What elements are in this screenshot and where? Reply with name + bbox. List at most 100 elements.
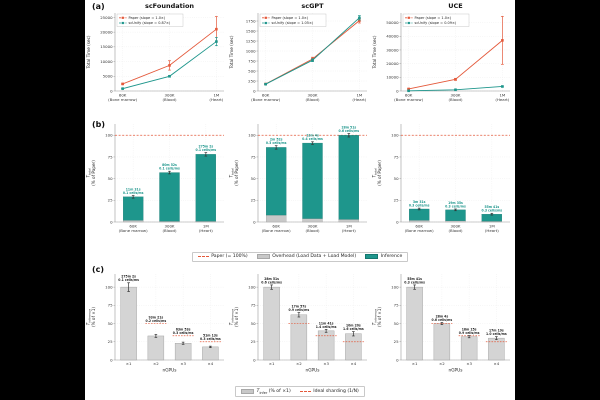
x-tick-label: (Heart) xyxy=(342,228,356,233)
bar-throughput-label: 0.1 cells/ms xyxy=(196,148,217,152)
y-tick-label: 1000 xyxy=(246,48,256,53)
x-tick-label: ×3 xyxy=(466,361,472,366)
x-tick-label: ×1 xyxy=(412,361,418,366)
y-tick-label: 50 xyxy=(251,321,256,326)
bar-value-label: 10m 20s xyxy=(346,323,361,327)
legend-label: Tinfer (% of ×1) xyxy=(256,388,291,395)
data-point xyxy=(407,89,410,93)
y-axis-label: Tinference xyxy=(229,309,235,326)
x-tick-label: (Heart) xyxy=(352,97,366,102)
bar-throughput-label: 0.4 cells/ms xyxy=(302,137,323,141)
x-tick-label: (Bone marrow) xyxy=(119,228,148,233)
x-tick-label: (Blood) xyxy=(305,97,319,102)
x-tick-label: 60K xyxy=(272,224,280,229)
y-tick-label: 50000 xyxy=(386,20,399,25)
y-tick-label: 75 xyxy=(251,303,256,308)
x-tick-label: 60K xyxy=(129,224,137,229)
panel-b-charts: 0 25 50 75 100 60K (Bone marrow) 300K (Blood) 1M(… xyxy=(85,118,515,250)
bar-throughput-label: 0.3 cells/ms xyxy=(266,141,287,145)
inference-time-bar xyxy=(460,336,478,361)
panel-c-charts: 0 25 50 75 100 ×1 ×2 ×3 ×4 nGPUs Tinference (% of ×… xyxy=(85,263,515,385)
y-tick-label: 0 xyxy=(253,357,256,362)
data-point xyxy=(454,88,457,92)
bar-throughput-label: 0.3 cells/ms xyxy=(173,331,194,335)
bar-value-label: 2m 52s xyxy=(270,138,283,142)
bar-throughput-label: 0.6 cells/ms xyxy=(261,280,282,284)
y-axis-label: Ttotal xyxy=(372,168,378,177)
bar-throughput-label: 0.9 cells/ms xyxy=(459,331,480,335)
x-tick-label: 300K xyxy=(451,93,461,98)
series-scUnify (slope = 0.09×) xyxy=(407,85,504,93)
inference-time-bar xyxy=(406,286,423,361)
x-tick-label: 60K xyxy=(405,93,413,98)
y-tick-label: 50 xyxy=(394,176,399,181)
x-tick-label: ×2 xyxy=(439,361,445,366)
data-point xyxy=(454,78,457,81)
data-point xyxy=(168,64,171,67)
inference-time-bar xyxy=(290,314,308,361)
y-tick-label: 50 xyxy=(108,176,113,181)
y-tick-label: 5000 xyxy=(103,74,113,79)
y-tick-label: 30000 xyxy=(386,47,399,52)
bar-value-label: 93m 21s xyxy=(148,315,163,319)
inference-time-bar xyxy=(488,337,505,361)
x-tick-label: 300K xyxy=(165,93,175,98)
figure-canvas: (a) 0 5000 10000 15000 20000 25000 scFoundatio… xyxy=(85,0,515,400)
y-tick-label: 25 xyxy=(108,339,113,344)
x-tick-label: ×4 xyxy=(351,361,357,366)
bar-throughput-label: 0.6 cells/ms xyxy=(432,318,453,322)
y-tick-label: 75 xyxy=(108,303,113,308)
y-axis-label: (% of Paper) xyxy=(234,160,239,186)
inference-bar-segment xyxy=(123,196,144,221)
panel-a: (a) 0 5000 10000 15000 20000 25000 scFoundatio… xyxy=(85,0,515,118)
bar-value-label: 18m 15s xyxy=(462,327,477,331)
series-scUnify (slope = 0.87×) xyxy=(121,37,218,90)
y-tick-label: 100 xyxy=(105,133,113,138)
bar-value-label: 19m 35s xyxy=(448,201,463,205)
data-point xyxy=(121,87,124,90)
inference-time-bar xyxy=(174,343,192,361)
overhead-bar-segment xyxy=(445,220,466,223)
panel-b-legend: Paper (= 100%) Overhead (Load Data + Load… xyxy=(85,250,515,263)
x-tick-label: 1M xyxy=(213,93,219,98)
bar-throughput-label: 0.3 cells/ms xyxy=(404,280,425,284)
y-tick-label: 100 xyxy=(105,285,113,290)
x-tick-label: 60K xyxy=(415,224,423,229)
x-tick-label: (Bone marrow) xyxy=(394,97,423,102)
bar-group: 275m 2s0.1 cells/ms xyxy=(118,275,139,361)
bar-throughput-label: 1.0 cells/ms xyxy=(486,332,507,336)
data-point xyxy=(168,74,171,78)
legend-entry-label: scUnify (slope = 0.09×) xyxy=(415,21,457,25)
bar-value-label: 55m 41s xyxy=(484,205,499,209)
chart-c-scGPT: 0 25 50 75 100 ×1 ×2 ×3 ×4 nGPUs Tinference (% of ×… xyxy=(229,274,367,374)
chart-title: UCE xyxy=(448,2,463,10)
y-tick-label: 75 xyxy=(251,154,256,159)
bar-throughput-label: 0.6 cells/ms xyxy=(339,129,360,133)
bar-throughput-label: 0.3 cells/ms xyxy=(200,337,221,341)
bar-throughput-label: 0.2 cells/ms xyxy=(146,319,167,323)
bar-value-label: 3m 31s xyxy=(413,200,426,204)
x-tick-label: (Heart) xyxy=(485,228,499,233)
x-tick-label: (Bone marrow) xyxy=(262,228,291,233)
y-tick-label: 0 xyxy=(253,88,256,93)
panel-c: (c) 0 25 50 75 100 ×1 ×2 ×3 ×4 nGPUs Tinference (% … xyxy=(85,263,515,398)
legend-item: Ideal sharding (1/N) xyxy=(299,389,359,394)
x-tick-label: 1M xyxy=(356,93,362,98)
panel-c-legend-box: Tinfer (% of ×1) Ideal sharding (1/N) xyxy=(235,386,365,397)
teal-swatch-icon xyxy=(365,254,379,259)
panel-b-legend-box: Paper (= 100%) Overhead (Load Data + Load… xyxy=(191,251,409,262)
y-tick-label: 20000 xyxy=(386,61,399,66)
panel-a-charts: 0 5000 10000 15000 20000 25000 scFoundation 60K… xyxy=(85,0,515,118)
inference-time-bar xyxy=(345,333,362,361)
bar-value-label: 17m 57s xyxy=(291,305,306,309)
y-axis-label: (% of ×1) xyxy=(377,307,382,327)
y-axis-label: Total Time (sec) xyxy=(229,35,234,69)
bar-group: 28m 4s0.6 cells/ms xyxy=(431,314,453,361)
y-tick-label: 100 xyxy=(248,285,256,290)
y-tick-label: 500 xyxy=(248,68,256,73)
